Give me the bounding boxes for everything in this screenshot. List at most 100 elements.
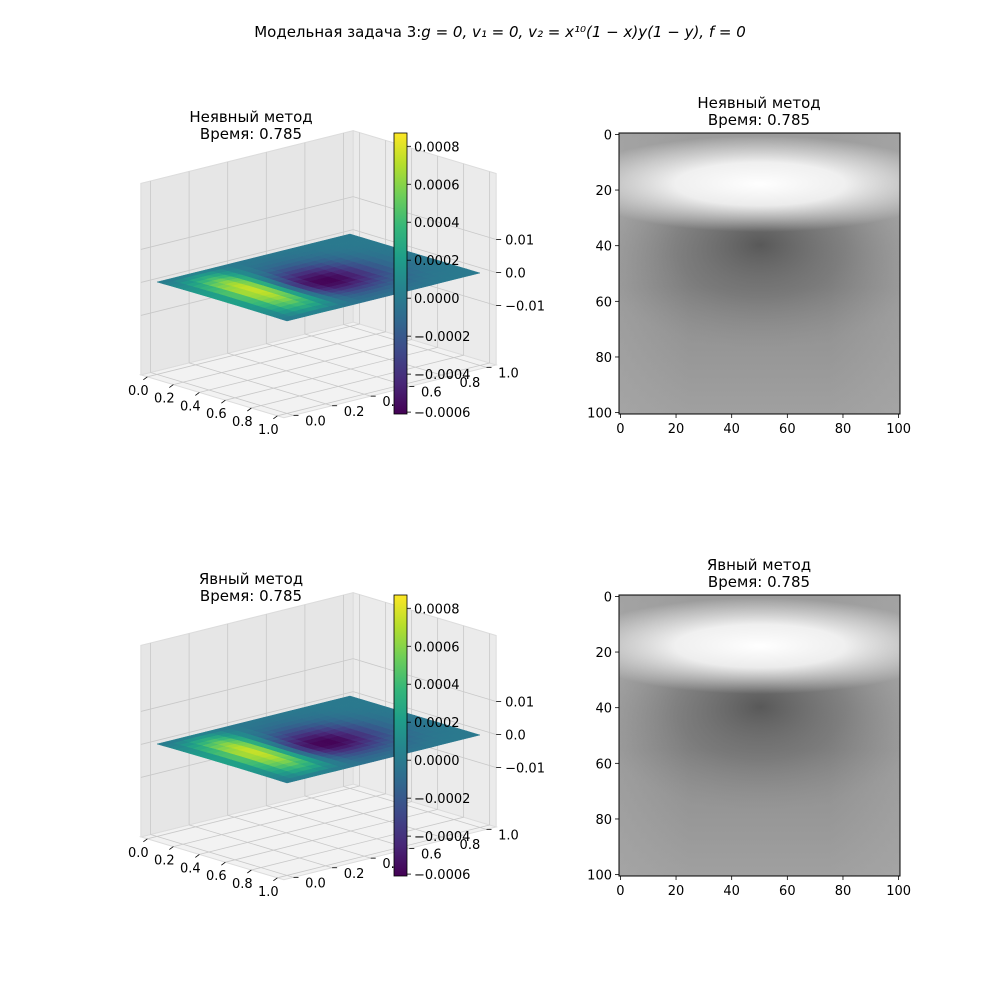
x-tick-label: 0.0 [128, 846, 149, 861]
figure-title-math: g = 0, v₁ = 0, v₂ = x¹⁰(1 − x)y(1 − y), … [421, 23, 745, 41]
grid-line [266, 805, 410, 849]
panel-title-line2: Время: 0.785 [200, 587, 302, 605]
grid-line [266, 343, 410, 387]
y-tick-label: 1.0 [498, 828, 519, 843]
y-tick-label: 0.6 [421, 386, 442, 401]
heatmap-ticks: 0 0 20 20 40 40 60 60 80 80 100 100 [587, 590, 911, 899]
grid-line [140, 658, 354, 712]
grid-line [353, 229, 497, 273]
panel-title-line2: Время: 0.785 [708, 111, 810, 129]
colorbar-tick-label: −0.0002 [414, 792, 470, 807]
x-tick-label: 40 [723, 884, 740, 899]
x-tick-label: 0.2 [154, 854, 175, 869]
grid-line [150, 834, 294, 878]
x-tick [247, 869, 252, 874]
x-tick-label: 0 [616, 422, 624, 437]
colorbar-gradient [393, 594, 408, 877]
x-tick [273, 415, 278, 420]
grid-line [353, 691, 497, 735]
colorbar-tick-label: −0.0004 [414, 830, 470, 845]
x-tick [143, 838, 148, 843]
x-tick [221, 861, 226, 866]
colorbar-tick-label: −0.0002 [414, 330, 470, 345]
x-tick [169, 384, 174, 388]
y-tick-label: 0.2 [344, 405, 365, 420]
panel-title-line1: Неявный метод [697, 94, 820, 112]
colorbar-tick-label: −0.0006 [414, 406, 470, 421]
y-tick-label: 0.8 [460, 838, 481, 853]
panel-title-line1: Явный метод [199, 570, 303, 588]
y-tick-label: 100 [587, 869, 612, 884]
x-tick-label: 0.2 [154, 392, 175, 407]
x-tick-label: 0.8 [232, 877, 253, 892]
y-tick-label: 0 [604, 128, 612, 143]
x-tick [169, 846, 174, 850]
x-tick-label: 0.6 [206, 869, 227, 884]
x-tick-label: 0.4 [180, 861, 201, 876]
colorbar-tick-label: 0.0000 [414, 292, 460, 307]
heatmap-frame [618, 594, 901, 877]
x-tick-label: 1.0 [258, 423, 279, 438]
x-tick-label: 0.6 [206, 407, 227, 422]
axes3d: 0.00.20.40.60.81.00.00.20.40.60.81.00.01… [128, 591, 545, 900]
colorbar-tick-label: 0.0008 [414, 140, 460, 155]
y-tick-label: 60 [595, 757, 612, 772]
surface-patch [279, 778, 298, 784]
grid-line [304, 333, 449, 378]
grid-line [343, 786, 487, 830]
y-tick-label: 40 [595, 240, 612, 255]
x-tick-label: 1.0 [258, 885, 279, 900]
figure-title: Модельная задача 3:g = 0, v₁ = 0, v₂ = x… [254, 23, 746, 41]
grid-line [343, 324, 487, 368]
y-tick-label: 0.2 [344, 867, 365, 882]
grid-line [140, 691, 354, 745]
heatmap-image [619, 595, 900, 876]
heatmap-panel-explicit: Явный метод Время: 0.785 0 0 20 20 40 40 60 60 8… [587, 556, 911, 899]
grid-line [188, 362, 333, 407]
grid-line [251, 354, 464, 409]
colorbar: 0.0008 0.0006 0.0004 0.0002 0.0000 −0.0002 −0.… [393, 594, 470, 883]
x-tick [273, 877, 278, 882]
x-tick [195, 854, 200, 858]
figure-title-prefix: Модельная задача 3: [254, 23, 421, 41]
z-tick-label: 0.01 [505, 234, 534, 249]
panel-title-line2: Время: 0.785 [708, 573, 810, 591]
x-tick-label: 60 [779, 884, 796, 899]
grid-line [227, 352, 371, 397]
surface3d-panel-implicit: Неявный метод Время: 0.785 0.00.20.40.60… [128, 108, 545, 438]
colorbar-tick-label: 0.0006 [414, 640, 460, 655]
panel-title-line2: Время: 0.785 [200, 125, 302, 143]
x-tick [143, 376, 148, 381]
grid-line [140, 196, 354, 250]
x-tick-label: 40 [723, 422, 740, 437]
grid-line [188, 824, 333, 869]
z-tick-label: 0.01 [505, 696, 534, 711]
y-tick-label: 40 [595, 702, 612, 717]
colorbar-tick-label: 0.0002 [414, 716, 460, 731]
colorbar-tick-label: −0.0006 [414, 868, 470, 883]
x-tick [247, 407, 252, 412]
y-tick-label: 80 [595, 813, 612, 828]
y-tick-label: 20 [595, 646, 612, 661]
x-tick [195, 392, 200, 396]
heatmap-panel-implicit: Неявный метод Время: 0.785 0 0 20 20 40 40 60 6… [587, 94, 911, 437]
x-tick-label: 60 [779, 422, 796, 437]
axes3d: 0.00.20.40.60.81.00.00.20.40.60.81.00.01… [128, 129, 545, 438]
y-tick-label: 0 [604, 590, 612, 605]
x-tick-label: 0.4 [180, 399, 201, 414]
x-tick [221, 399, 226, 404]
grid-line [150, 372, 294, 416]
y-tick-label: 100 [587, 407, 612, 422]
colorbar-tick-label: 0.0008 [414, 602, 460, 617]
y-tick-label: 20 [595, 184, 612, 199]
grid-line [277, 824, 490, 879]
colorbar-tick-label: 0.0002 [414, 254, 460, 269]
grid-line [277, 362, 490, 417]
grid-line [140, 229, 354, 283]
colorbar-tick-label: −0.0004 [414, 368, 470, 383]
heatmap-image [619, 133, 900, 414]
y-tick-label: 0.0 [305, 876, 326, 891]
colorbar-gradient [393, 132, 408, 415]
y-tick-label: 0.8 [460, 376, 481, 391]
x-tick-label: 20 [668, 884, 685, 899]
